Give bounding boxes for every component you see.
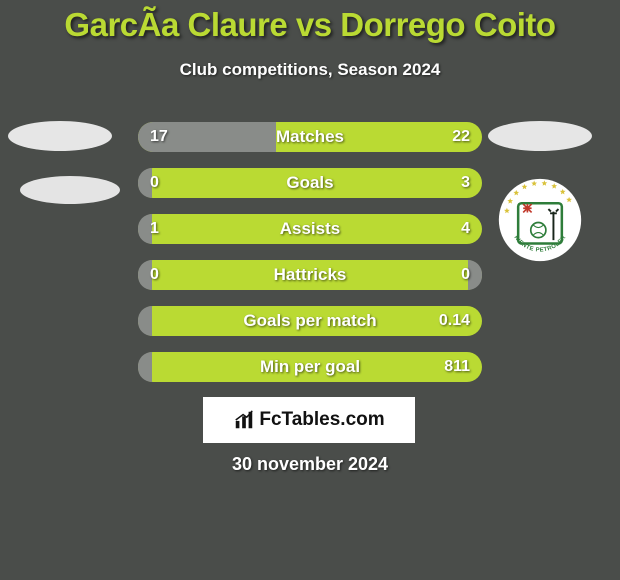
stat-label: Goals per match	[138, 306, 482, 336]
stat-row: Min per goal811	[138, 352, 482, 382]
page-subtitle: Club competitions, Season 2024	[0, 60, 620, 80]
stat-row: Assists1 4	[138, 214, 482, 244]
stat-row: Goals0 3	[138, 168, 482, 198]
stat-label: Goals	[138, 168, 482, 198]
stat-value-left: 1	[150, 214, 159, 244]
player-right-name: Dorrego Coito	[340, 6, 555, 43]
stat-value-left: 0	[150, 260, 159, 290]
footer-date: 30 november 2024	[0, 454, 620, 475]
stat-value-right: 3	[461, 168, 470, 198]
stat-value-right: 4	[461, 214, 470, 244]
branding-text: FcTables.com	[259, 409, 384, 431]
stat-label: Min per goal	[138, 352, 482, 382]
comparison-infographic: GarcÃ­a Claure vs Dorrego Coito Club com…	[0, 0, 620, 580]
stat-row: Hattricks0 0	[138, 260, 482, 290]
branding-chart-icon	[233, 409, 255, 431]
stat-label: Matches	[138, 122, 482, 152]
player-left-oval-2	[20, 176, 120, 204]
stat-label: Hattricks	[138, 260, 482, 290]
stat-value-left: 17	[150, 122, 168, 152]
stat-row: Matches17 22	[138, 122, 482, 152]
player-left-oval-1	[8, 121, 112, 151]
stat-bars: Matches1722Goals03Assists14Hattricks00Go…	[138, 122, 482, 398]
player-right-oval-1	[488, 121, 592, 151]
stat-row: Goals per match0.14	[138, 306, 482, 336]
page-title: GarcÃ­a Claure vs Dorrego Coito	[0, 6, 620, 44]
title-vs: vs	[287, 6, 340, 43]
club-badge: ORIENTE PETROLERO	[498, 178, 582, 262]
branding-box: FcTables.com	[203, 397, 415, 443]
player-left-name: GarcÃ­a Claure	[64, 6, 287, 43]
stat-value-right: 0	[461, 260, 470, 290]
club-badge-icon: ORIENTE PETROLERO	[498, 178, 582, 262]
stat-value-left: 0	[150, 168, 159, 198]
stat-value-right: 0.14	[439, 306, 470, 336]
stat-value-right: 22	[452, 122, 470, 152]
stat-label: Assists	[138, 214, 482, 244]
stat-value-right: 811	[444, 352, 470, 382]
